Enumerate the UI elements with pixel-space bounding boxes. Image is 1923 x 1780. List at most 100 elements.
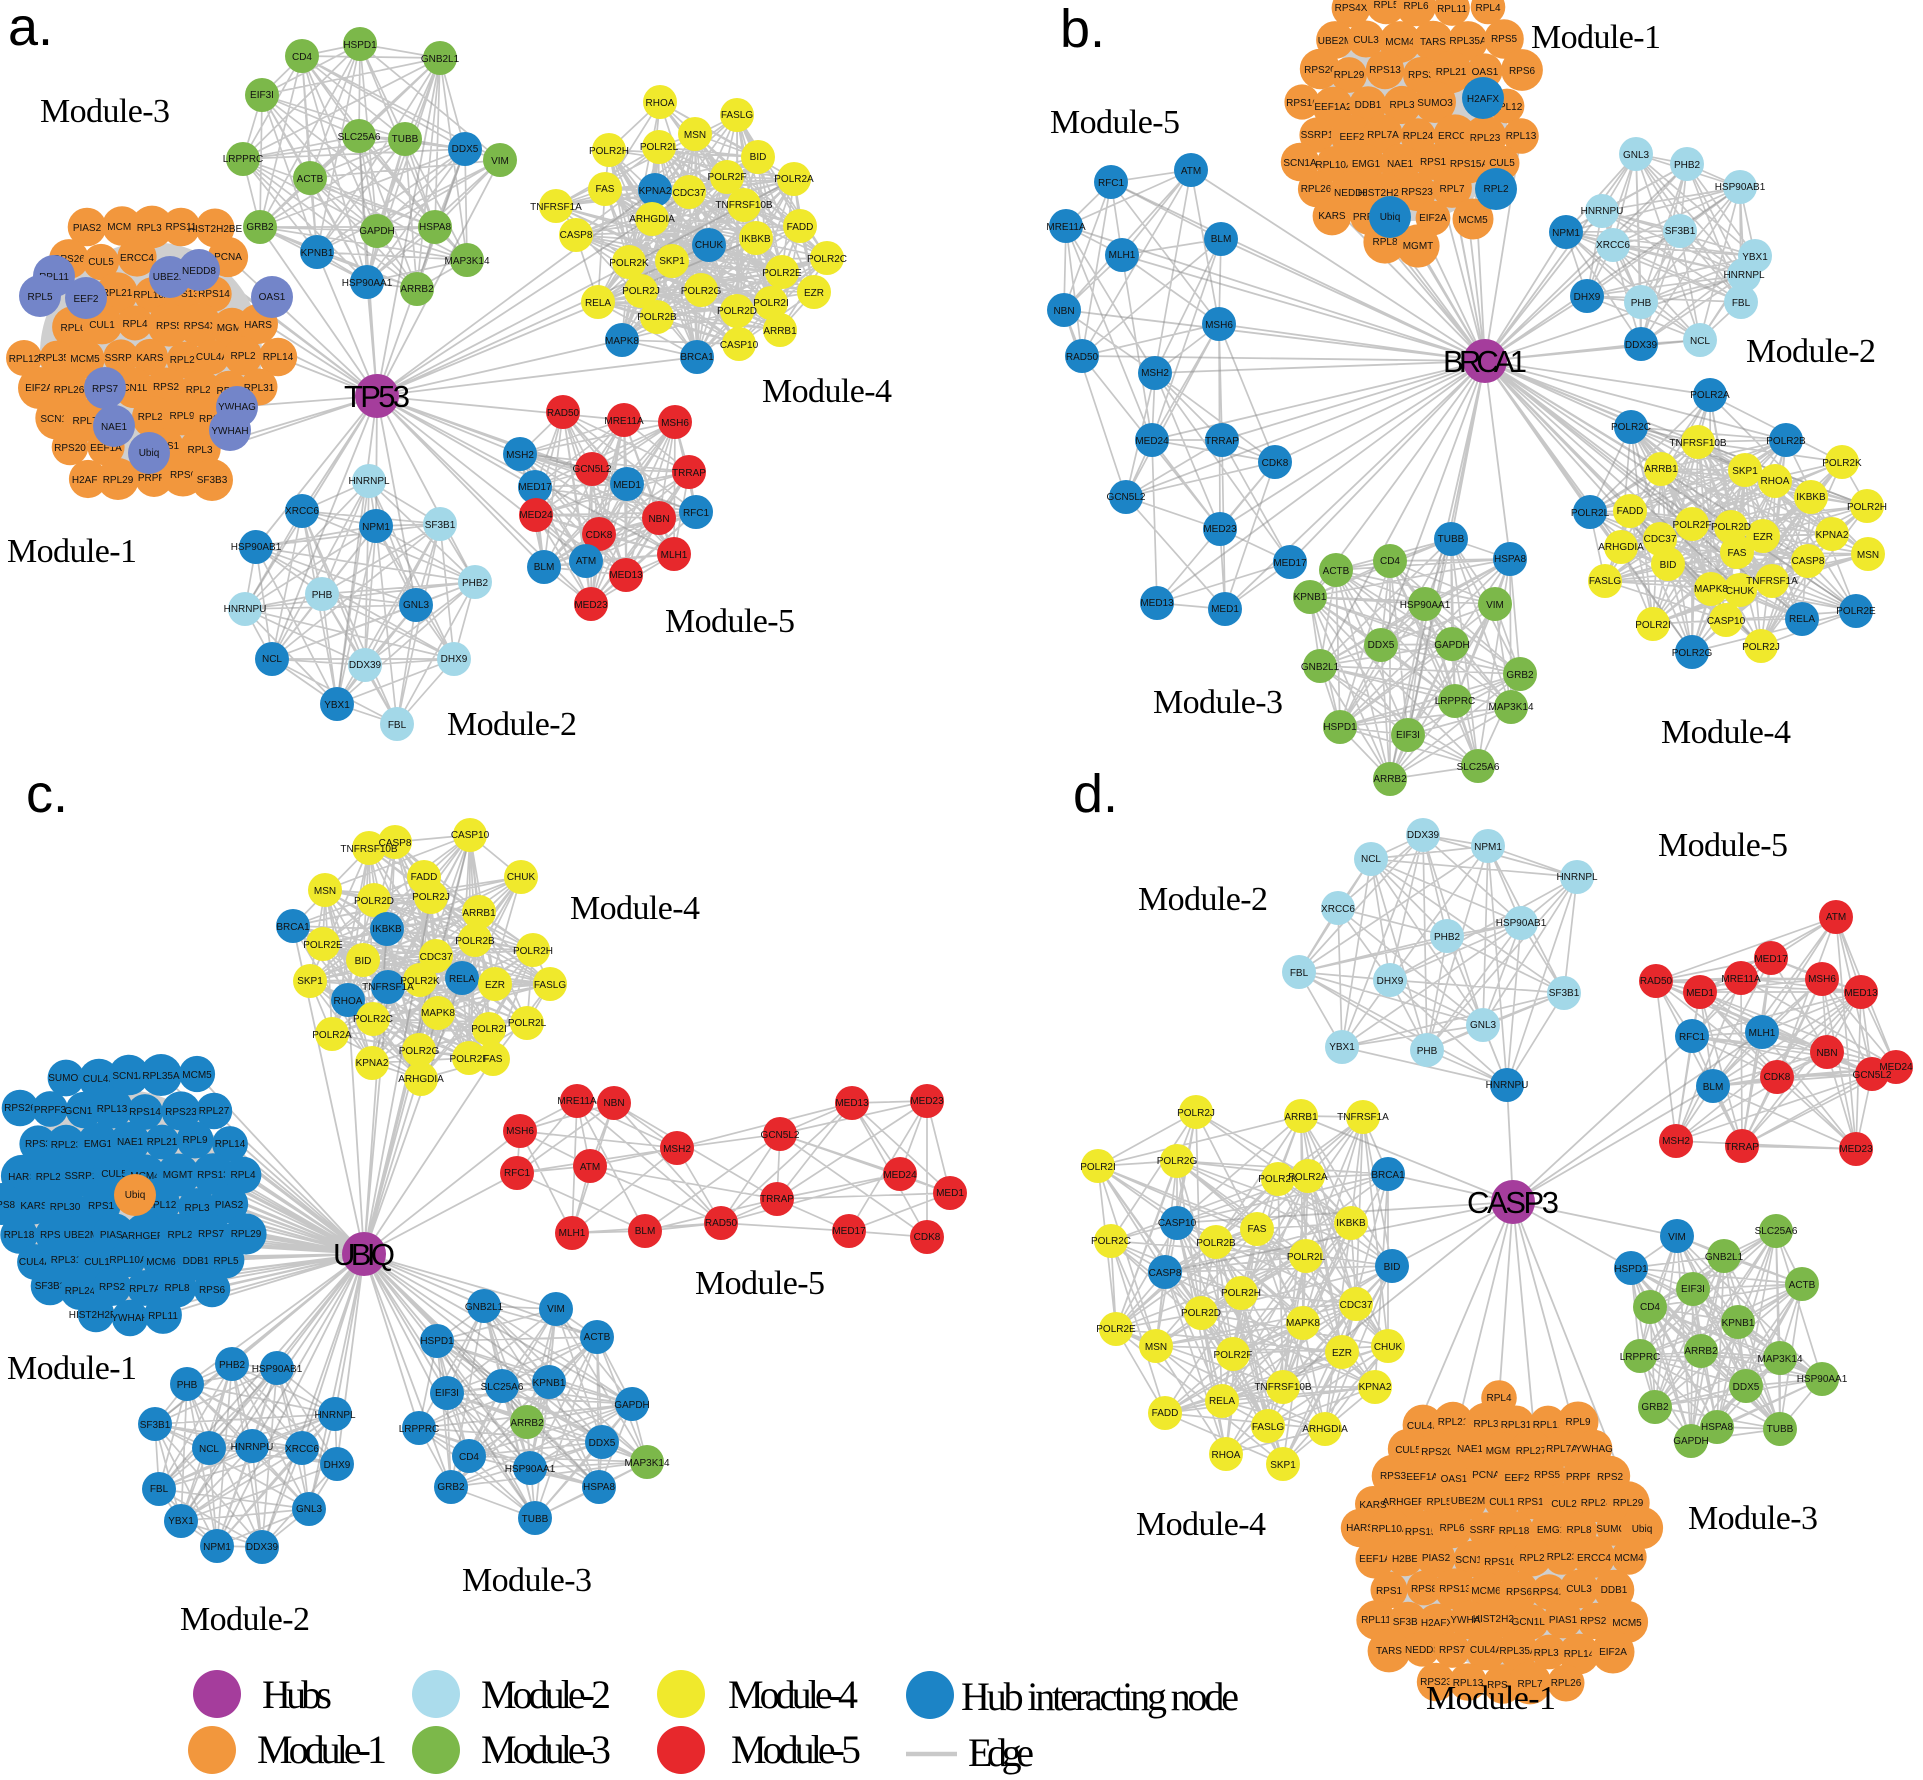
svg-text:RPS2: RPS2 bbox=[153, 382, 180, 393]
svg-text:EEF2: EEF2 bbox=[1339, 132, 1364, 143]
svg-text:TRRAP: TRRAP bbox=[672, 468, 706, 479]
svg-text:MED17: MED17 bbox=[1754, 954, 1788, 965]
svg-text:ACTB: ACTB bbox=[297, 174, 324, 185]
svg-text:HARS: HARS bbox=[1346, 1523, 1374, 1534]
svg-text:SSRP1: SSRP1 bbox=[105, 353, 138, 364]
svg-text:SKP1: SKP1 bbox=[1270, 1460, 1296, 1471]
svg-text:CDK8: CDK8 bbox=[914, 1232, 941, 1243]
svg-text:PRPF3: PRPF3 bbox=[1566, 1472, 1599, 1483]
svg-text:ATM: ATM bbox=[580, 1162, 600, 1173]
svg-text:EIF3I: EIF3I bbox=[435, 1388, 459, 1399]
svg-text:CASP10: CASP10 bbox=[1707, 616, 1746, 627]
svg-text:RAD50: RAD50 bbox=[1640, 976, 1673, 987]
svg-text:HIST2H2BE: HIST2H2BE bbox=[69, 1310, 124, 1321]
svg-text:IKBKB: IKBKB bbox=[372, 924, 402, 935]
svg-text:MCM5: MCM5 bbox=[1458, 215, 1488, 226]
svg-text:RPS6: RPS6 bbox=[1509, 66, 1536, 77]
svg-text:SLC25A6: SLC25A6 bbox=[1755, 1226, 1798, 1237]
svg-text:NBN: NBN bbox=[1053, 306, 1074, 317]
svg-text:XRCC6: XRCC6 bbox=[285, 506, 319, 517]
svg-text:RHOA: RHOA bbox=[1212, 1450, 1241, 1461]
svg-text:TNFRSF1A: TNFRSF1A bbox=[362, 982, 414, 993]
svg-text:FBL: FBL bbox=[150, 1484, 169, 1495]
svg-text:TNFRSF10B: TNFRSF10B bbox=[715, 200, 773, 211]
svg-text:CDC37: CDC37 bbox=[673, 188, 706, 199]
svg-text:RPL5: RPL5 bbox=[27, 292, 52, 303]
svg-text:RPL27: RPL27 bbox=[1516, 1446, 1547, 1457]
svg-text:CHUK: CHUK bbox=[1374, 1342, 1403, 1353]
svg-text:HSPD1: HSPD1 bbox=[343, 40, 377, 51]
svg-text:TNFRSF10B: TNFRSF10B bbox=[340, 844, 398, 855]
svg-text:GRB2: GRB2 bbox=[246, 222, 274, 233]
svg-text:SF3B3: SF3B3 bbox=[197, 475, 228, 486]
svg-text:Edge: Edge bbox=[968, 1730, 1034, 1775]
svg-text:NPM1: NPM1 bbox=[1474, 842, 1502, 853]
svg-text:GCN5L2: GCN5L2 bbox=[761, 1130, 800, 1141]
svg-text:RPL24: RPL24 bbox=[65, 1286, 96, 1297]
svg-text:RPL14: RPL14 bbox=[1564, 1649, 1595, 1660]
svg-text:Module-4: Module-4 bbox=[762, 373, 892, 410]
svg-text:ARHGEF4: ARHGEF4 bbox=[121, 1231, 169, 1242]
svg-text:MAPK8: MAPK8 bbox=[421, 1008, 455, 1019]
svg-text:ACTB: ACTB bbox=[1323, 566, 1350, 577]
svg-text:FAS: FAS bbox=[484, 1054, 503, 1065]
svg-text:EEF1A: EEF1A bbox=[90, 443, 122, 454]
svg-text:c.: c. bbox=[26, 764, 68, 824]
svg-text:Module-1: Module-1 bbox=[1426, 1680, 1556, 1717]
svg-text:CUL4B: CUL4B bbox=[1407, 1421, 1440, 1432]
svg-text:EIF3I: EIF3I bbox=[250, 90, 274, 101]
svg-text:RPL14: RPL14 bbox=[215, 1139, 246, 1150]
svg-text:POLR2E: POLR2E bbox=[762, 268, 802, 279]
svg-text:YWHAH: YWHAH bbox=[1450, 1615, 1487, 1626]
svg-text:CD4: CD4 bbox=[1380, 556, 1400, 567]
svg-text:POLR2K: POLR2K bbox=[1822, 458, 1862, 469]
svg-text:CHUK: CHUK bbox=[695, 240, 724, 251]
svg-text:MCM4: MCM4 bbox=[130, 1171, 160, 1182]
svg-text:KPNB1: KPNB1 bbox=[1722, 1318, 1755, 1329]
svg-text:EIF2A: EIF2A bbox=[1599, 1647, 1627, 1658]
svg-text:RAD50: RAD50 bbox=[705, 1218, 738, 1229]
svg-text:FASLG: FASLG bbox=[721, 110, 753, 121]
svg-text:FADD: FADD bbox=[1617, 506, 1644, 517]
svg-text:SCN1A: SCN1A bbox=[1455, 1555, 1489, 1566]
svg-text:RPL9: RPL9 bbox=[1565, 1417, 1590, 1428]
svg-text:MCM6: MCM6 bbox=[1471, 1586, 1501, 1597]
svg-text:HNRNPU: HNRNPU bbox=[231, 1442, 274, 1453]
svg-text:BID: BID bbox=[750, 152, 767, 163]
svg-text:Hubs: Hubs bbox=[262, 1672, 332, 1717]
svg-text:MAP3K14: MAP3K14 bbox=[1488, 702, 1533, 713]
svg-text:HSP90AB1: HSP90AB1 bbox=[252, 1364, 303, 1375]
svg-text:POLR2G: POLR2G bbox=[1672, 648, 1713, 659]
svg-text:Module-4: Module-4 bbox=[570, 890, 700, 927]
svg-text:RPL7: RPL7 bbox=[1517, 1679, 1542, 1690]
svg-text:KPNB1: KPNB1 bbox=[1294, 592, 1327, 603]
svg-text:CASP10: CASP10 bbox=[451, 830, 490, 841]
svg-text:RPS6: RPS6 bbox=[199, 1285, 226, 1296]
svg-text:PIAS2: PIAS2 bbox=[73, 223, 102, 234]
svg-text:LRPPRC: LRPPRC bbox=[1435, 696, 1476, 707]
svg-text:TNFRSF10B: TNFRSF10B bbox=[1669, 438, 1727, 449]
svg-text:RPS8: RPS8 bbox=[1411, 1584, 1438, 1595]
svg-text:SF3B1: SF3B1 bbox=[1549, 988, 1580, 999]
svg-text:EZR: EZR bbox=[485, 980, 505, 991]
svg-text:MCM6: MCM6 bbox=[107, 222, 137, 233]
svg-text:RPS3: RPS3 bbox=[1408, 70, 1435, 81]
svg-text:POLR2B: POLR2B bbox=[637, 312, 677, 323]
svg-text:HARS: HARS bbox=[244, 320, 272, 331]
svg-text:RPL30: RPL30 bbox=[1534, 1648, 1565, 1659]
svg-text:RPS1: RPS1 bbox=[1376, 1586, 1403, 1597]
svg-text:KPNA2: KPNA2 bbox=[1816, 530, 1849, 541]
svg-text:Module-4: Module-4 bbox=[728, 1672, 858, 1717]
svg-text:HNRNPL: HNRNPL bbox=[314, 1410, 356, 1421]
svg-text:Module-5: Module-5 bbox=[1658, 827, 1788, 864]
svg-text:RPS16: RPS16 bbox=[1286, 98, 1318, 109]
svg-text:POLR2H: POLR2H bbox=[513, 946, 553, 957]
svg-text:RPL6: RPL6 bbox=[1403, 1, 1428, 12]
svg-text:RPL12: RPL12 bbox=[146, 1200, 177, 1211]
svg-text:GNL3: GNL3 bbox=[1623, 150, 1650, 161]
svg-text:CDC37: CDC37 bbox=[420, 952, 453, 963]
svg-text:RELA: RELA bbox=[585, 298, 611, 309]
svg-text:MED24: MED24 bbox=[883, 1170, 917, 1181]
svg-text:TNFRSF10B: TNFRSF10B bbox=[1254, 1382, 1312, 1393]
svg-text:Module-2: Module-2 bbox=[481, 1672, 611, 1717]
